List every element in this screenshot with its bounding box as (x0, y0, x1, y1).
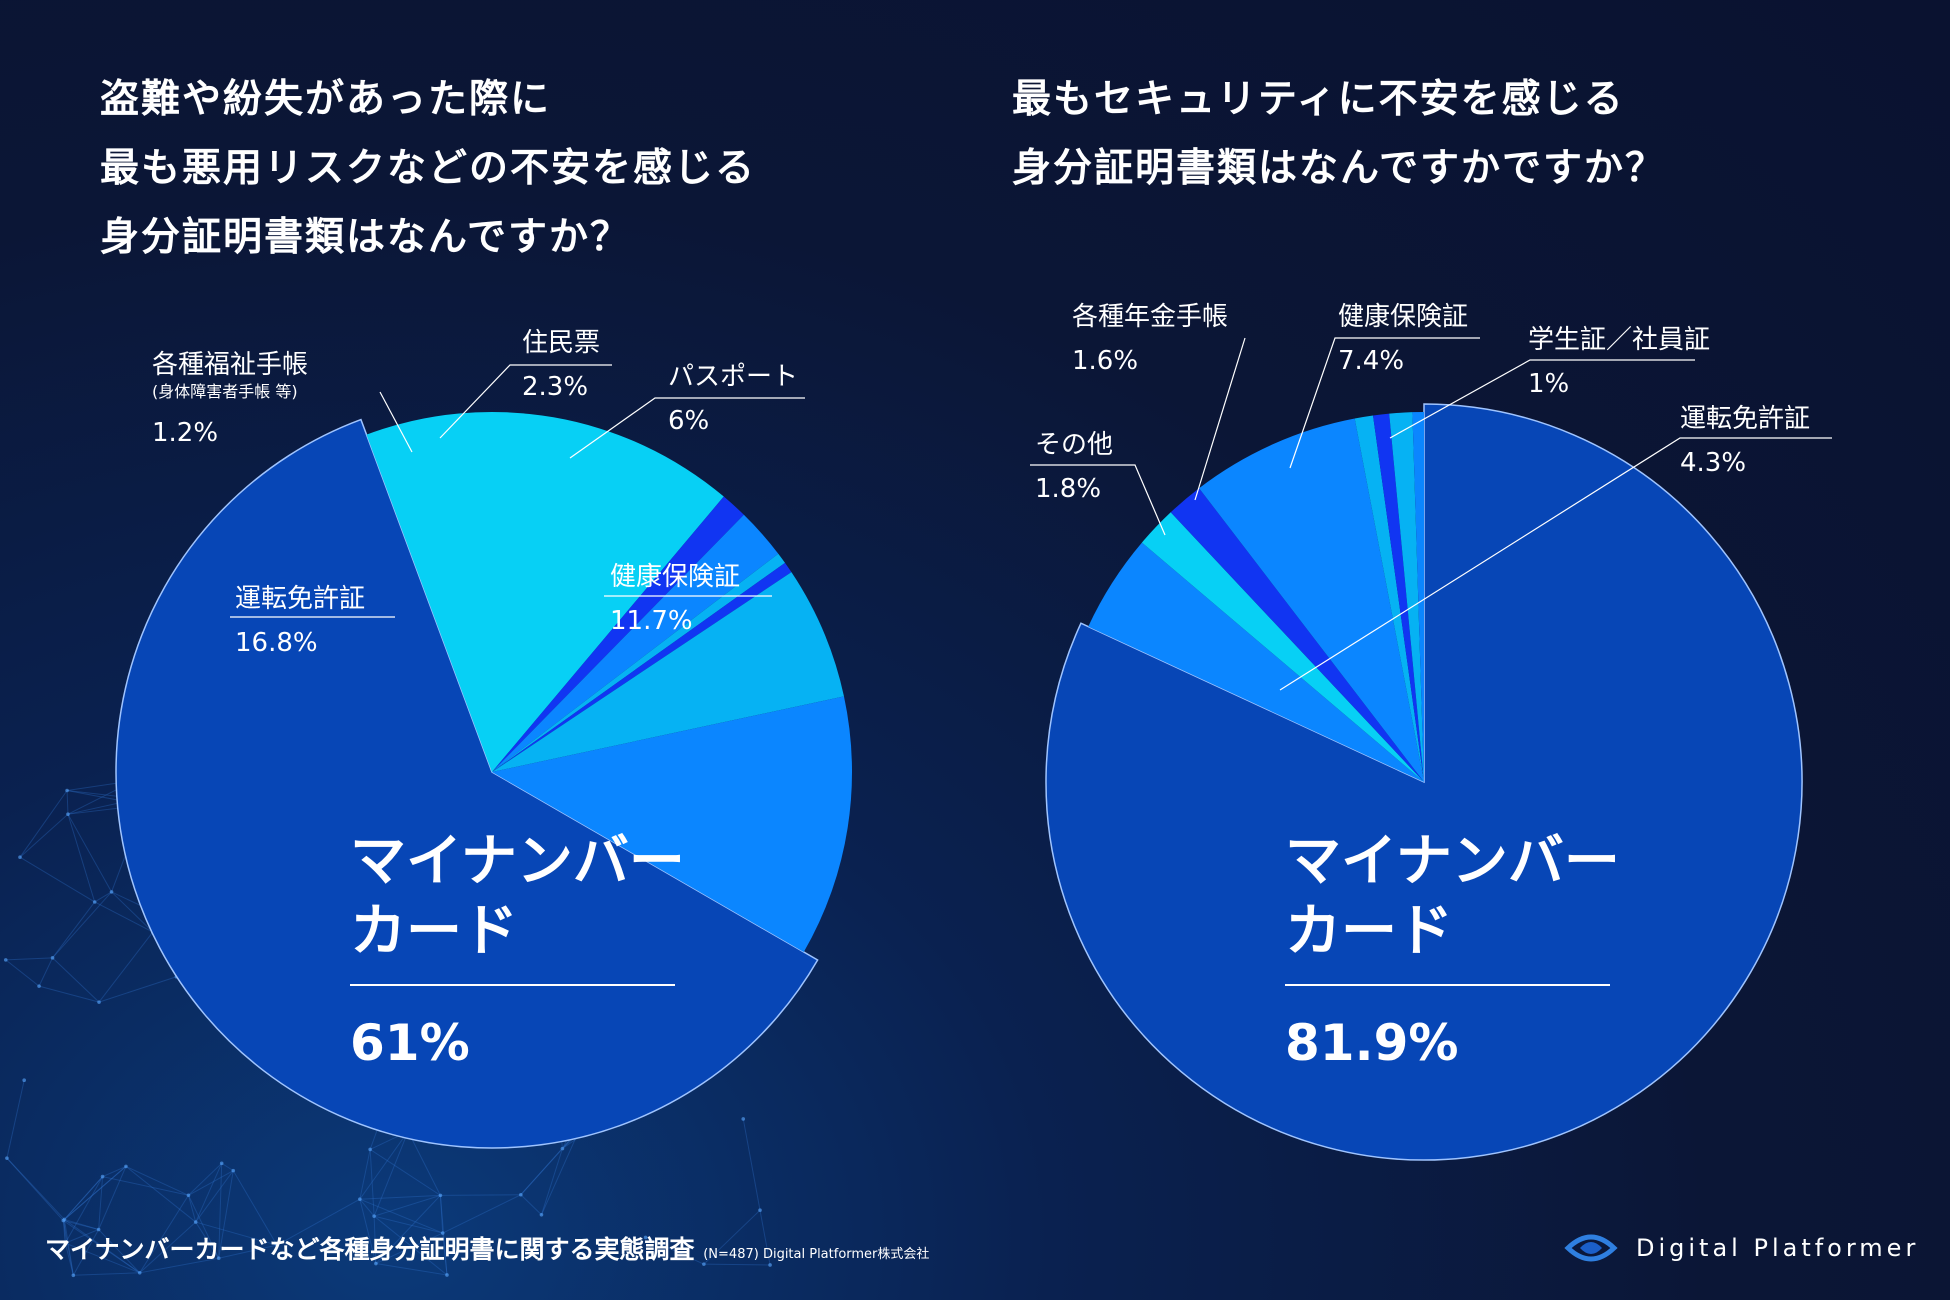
left-label-fukushi-label: 各種福祉手帳 (152, 350, 308, 380)
pie-slice-other-d (1373, 413, 1424, 782)
left-label-juminhyo-leader-line (439, 364, 612, 439)
digital-platformer-logo-icon (1564, 1234, 1618, 1262)
pie-slice-各種福祉手帳 (492, 496, 744, 772)
left-label-fukushi-sublabel: (身体障害者手帳 等) (152, 382, 298, 401)
pie-slice-other-e (1412, 411, 1424, 782)
right-label-kenko-value: 7.4% (1338, 346, 1404, 376)
left-label-unten-value: 16.8% (235, 628, 318, 658)
right-label-gakusei-label: 学生証／社員証 (1528, 325, 1710, 355)
pie-slice-住民票 (492, 514, 779, 772)
right-label-gakusei-value: 1% (1528, 369, 1569, 399)
left-chart-title: 盗難や紛失があった際に 最も悪用リスクなどの不安を感じる 身分証明書類はなんです… (100, 65, 756, 272)
right-label-sonota-leader-line (1030, 464, 1166, 536)
right-pie-chart (1045, 403, 1803, 1161)
right-label-nenkin-value: 1.6% (1072, 346, 1138, 376)
right-label-unten-value: 4.3% (1680, 448, 1746, 478)
right-label-kenko: 健康保険証 7.4% (1289, 302, 1480, 469)
logo: Digital Platformer (1562, 1228, 1919, 1268)
right-label-gakusei: 学生証／社員証 1% (1389, 325, 1710, 439)
right-label-nenkin: 各種年金手帳 1.6% (1072, 302, 1246, 501)
pie-slice-other-a (492, 553, 786, 772)
right-title-line-2: 身分証明書類はなんですかですか？ (1012, 146, 1667, 191)
left-label-kenko-label: 健康保険証 (610, 562, 740, 592)
right-label-mynumber-value: 81.9% (1285, 1014, 1458, 1072)
right-label-sonota: その他 1.8% (1030, 430, 1166, 536)
pie-slice-その他 (1141, 512, 1424, 782)
right-label-gakusei-leader-line (1389, 359, 1695, 439)
pie-slice-other-b (492, 562, 792, 772)
left-label-mynumber-label-line-2: カード (350, 899, 518, 964)
pie-slice-マイナンバーカード (1045, 403, 1803, 1161)
pie-slice-パスポート (492, 572, 844, 772)
left-label-passport-value: 6% (668, 406, 709, 436)
left-label-mynumber: マイナンバーカード 61% (350, 829, 685, 1072)
pie-slice-各種年金手帳 (1170, 488, 1424, 782)
left-label-mynumber-label-line-1: マイナンバー (350, 829, 685, 894)
pie-slice-マイナンバーカード (115, 418, 819, 1149)
pie-slice-other-c (1354, 415, 1424, 782)
right-label-sonota-value: 1.8% (1035, 474, 1101, 504)
left-title-line-3: 身分証明書類はなんですか？ (100, 215, 632, 260)
left-pie-chart (115, 412, 853, 1149)
right-label-sonota-label: その他 (1035, 430, 1113, 460)
pie-slice-運転免許証 (1088, 542, 1424, 782)
right-label-mynumber: マイナンバーカード 81.9% (1285, 829, 1620, 1072)
right-label-mynumber-label-line-1: マイナンバー (1285, 829, 1620, 894)
left-label-unten: 運転免許証 16.8% (230, 584, 395, 658)
left-title-line-1: 盗難や紛失があった際に (100, 77, 552, 122)
left-label-unten-label: 運転免許証 (235, 584, 365, 614)
right-title-line-1: 最もセキュリティに不安を感じる (1012, 77, 1625, 122)
right-label-kenko-label: 健康保険証 (1338, 302, 1468, 332)
right-label-unten-label: 運転免許証 (1680, 404, 1810, 434)
right-label-nenkin-leader-line (1194, 337, 1246, 501)
left-label-fukushi-value: 1.2% (152, 418, 218, 448)
right-label-mynumber-label-line-2: カード (1285, 899, 1453, 964)
left-label-kenko-value: 11.7% (610, 606, 693, 636)
pie-slice-健康保険証 (492, 696, 853, 952)
left-label-passport-label: パスポート (668, 362, 798, 392)
left-label-juminhyo-value: 2.3% (522, 372, 588, 402)
right-label-nenkin-label: 各種年金手帳 (1072, 302, 1228, 332)
left-label-passport-leader-line (569, 397, 805, 459)
right-label-unten: 運転免許証 4.3% (1279, 404, 1832, 691)
logo-text: Digital Platformer (1636, 1234, 1920, 1262)
right-label-unten-leader-line (1279, 437, 1832, 691)
right-label-kenko-leader-line (1289, 337, 1480, 469)
left-label-juminhyo-label: 住民票 (522, 328, 600, 358)
pie-slice-学生証／社員証 (1389, 412, 1424, 782)
left-label-passport: パスポート 6% (569, 362, 805, 459)
right-chart-title: 最もセキュリティに不安を感じる 身分証明書類はなんですかですか？ (1012, 65, 1666, 203)
footer: マイナンバーカードなど各種身分証明書に関する実態調査 (N=487) Digit… (45, 1230, 929, 1266)
left-title-line-2: 最も悪用リスクなどの不安を感じる (100, 146, 757, 191)
left-label-mynumber-value: 61% (350, 1014, 470, 1072)
pie-slice-健康保険証 (1199, 418, 1424, 782)
left-label-fukushi: 各種福祉手帳 (身体障害者手帳 等) 1.2% (152, 350, 413, 453)
left-label-juminhyo: 住民票 2.3% (439, 328, 612, 439)
left-label-fukushi-leader-line (379, 391, 413, 453)
pie-slice-運転免許証 (366, 412, 724, 772)
left-label-kenko: 健康保険証 11.7% (604, 562, 772, 636)
footer-note: (N=487) Digital Platformer株式会社 (703, 1247, 930, 1262)
footer-survey-title: マイナンバーカードなど各種身分証明書に関する実態調査 (45, 1235, 695, 1264)
